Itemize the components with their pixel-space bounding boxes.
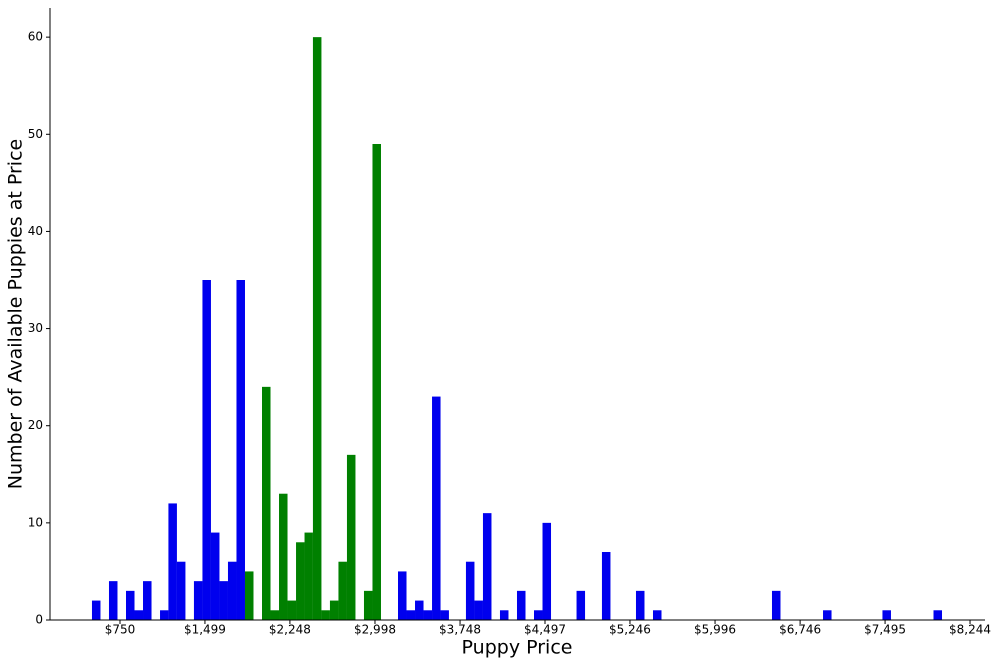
bar [542, 522, 552, 620]
bar [168, 503, 177, 620]
bar [534, 610, 543, 620]
bar [415, 600, 424, 620]
y-tick-label: 60 [28, 30, 43, 44]
x-tick-label: $5,996 [694, 623, 736, 637]
y-tick-label: 20 [28, 418, 43, 432]
bar [261, 386, 271, 620]
bar [465, 561, 475, 620]
bar [499, 610, 509, 620]
bar [176, 561, 186, 620]
bar [143, 581, 152, 620]
bar [329, 600, 339, 620]
bar [406, 610, 416, 620]
bar [321, 610, 330, 620]
bar [304, 532, 313, 620]
bar [91, 600, 101, 620]
bar [219, 581, 228, 620]
bar [652, 610, 662, 620]
bar [516, 590, 526, 620]
y-tick-label: 40 [28, 224, 43, 238]
x-tick-label: $5,246 [609, 623, 651, 637]
bar [372, 144, 381, 620]
bar [287, 600, 297, 620]
bar [338, 561, 347, 620]
x-axis-label: Puppy Price [462, 637, 573, 659]
bar [244, 571, 254, 620]
bar [771, 590, 781, 620]
x-tick-label: $2,998 [354, 623, 396, 637]
bar [882, 610, 891, 620]
bar [134, 610, 144, 620]
bar [482, 513, 492, 620]
bar [440, 610, 449, 620]
bar [270, 610, 280, 620]
y-axis-label: Number of Available Puppies at Price [5, 139, 27, 489]
bar [296, 542, 305, 620]
bar [227, 561, 237, 620]
y-tick-label: 0 [35, 613, 43, 627]
bar [576, 590, 586, 620]
bar [193, 581, 203, 620]
bar [108, 581, 118, 620]
bar [933, 610, 943, 620]
bar [160, 610, 169, 620]
bar [432, 396, 441, 620]
bar [210, 532, 220, 620]
x-tick-label: $7,495 [864, 623, 906, 637]
x-tick-label: $6,746 [779, 623, 821, 637]
y-tick-label: 50 [28, 127, 43, 141]
bar [279, 493, 288, 620]
x-tick-label: $750 [105, 623, 136, 637]
bar [312, 37, 322, 620]
x-tick-label: $4,497 [524, 623, 566, 637]
x-tick-label: $2,248 [269, 623, 311, 637]
bar [635, 590, 645, 620]
x-tick-label: $1,499 [184, 623, 226, 637]
x-tick-label: $8,244 [949, 623, 991, 637]
x-tick-label: $3,748 [439, 623, 481, 637]
y-tick-label: 30 [28, 321, 43, 335]
bar [346, 454, 356, 620]
bar [823, 610, 832, 620]
bar [474, 600, 483, 620]
bar [202, 280, 211, 620]
bar [236, 280, 245, 620]
bar [363, 590, 373, 620]
y-tick-label: 10 [28, 515, 43, 529]
bar [601, 552, 611, 620]
bar [398, 571, 407, 620]
bar [125, 590, 135, 620]
bar [423, 610, 433, 620]
